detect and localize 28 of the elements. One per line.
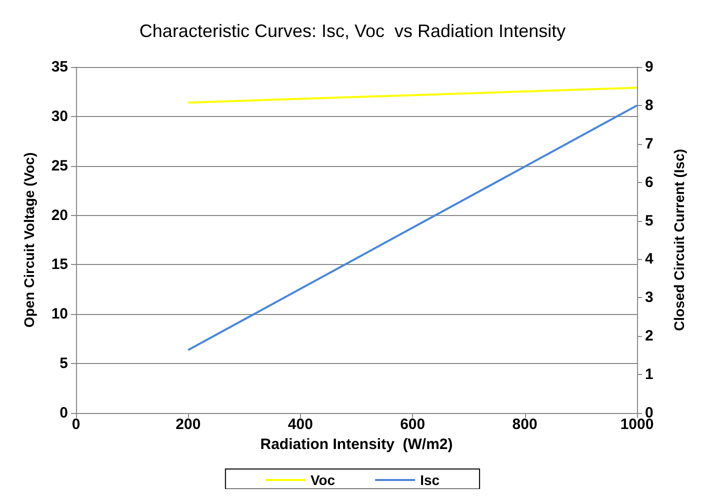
x-tick-label: 400 [288, 416, 313, 433]
y-tick-label: 0 [60, 404, 68, 422]
y-tick-label: 25 [51, 157, 68, 174]
x-axis-title: Radiation Intensity (W/m2) [260, 436, 453, 453]
legend-label: Isc [420, 472, 440, 488]
y2-tick-label: 6 [645, 174, 654, 191]
x-tick-label: 0 [72, 416, 80, 433]
y-tick-label: 10 [51, 306, 68, 323]
y-tick-label: 30 [51, 108, 68, 125]
y2-tick-label: 5 [645, 212, 654, 230]
x-tick-label: 800 [512, 416, 538, 433]
y2-axis-title: Closed Circuit Current (Isc) [671, 148, 687, 332]
chart-title: Characteristic Curves: Isc, Voc vs Radiation Intensity [139, 21, 566, 41]
y-axis-title: Open Circuit Voltage (Voc) [21, 152, 37, 328]
y-tick-label: 5 [60, 355, 68, 372]
y2-tick-label: 1 [645, 366, 654, 384]
x-tick-label: 600 [400, 416, 426, 433]
legend-label: Voc [310, 472, 336, 488]
y-tick-label: 15 [51, 256, 68, 274]
y2-tick-label: 7 [645, 135, 654, 152]
y2-tick-label: 4 [645, 250, 654, 268]
y-tick-label: 20 [51, 206, 68, 224]
y2-tick-label: 2 [645, 328, 654, 345]
x-tick-label: 200 [176, 416, 201, 433]
y-tick-label: 35 [51, 58, 68, 76]
y2-tick-label: 9 [645, 58, 654, 76]
y2-tick-label: 3 [645, 289, 654, 306]
y2-tick-label: 8 [645, 96, 654, 114]
